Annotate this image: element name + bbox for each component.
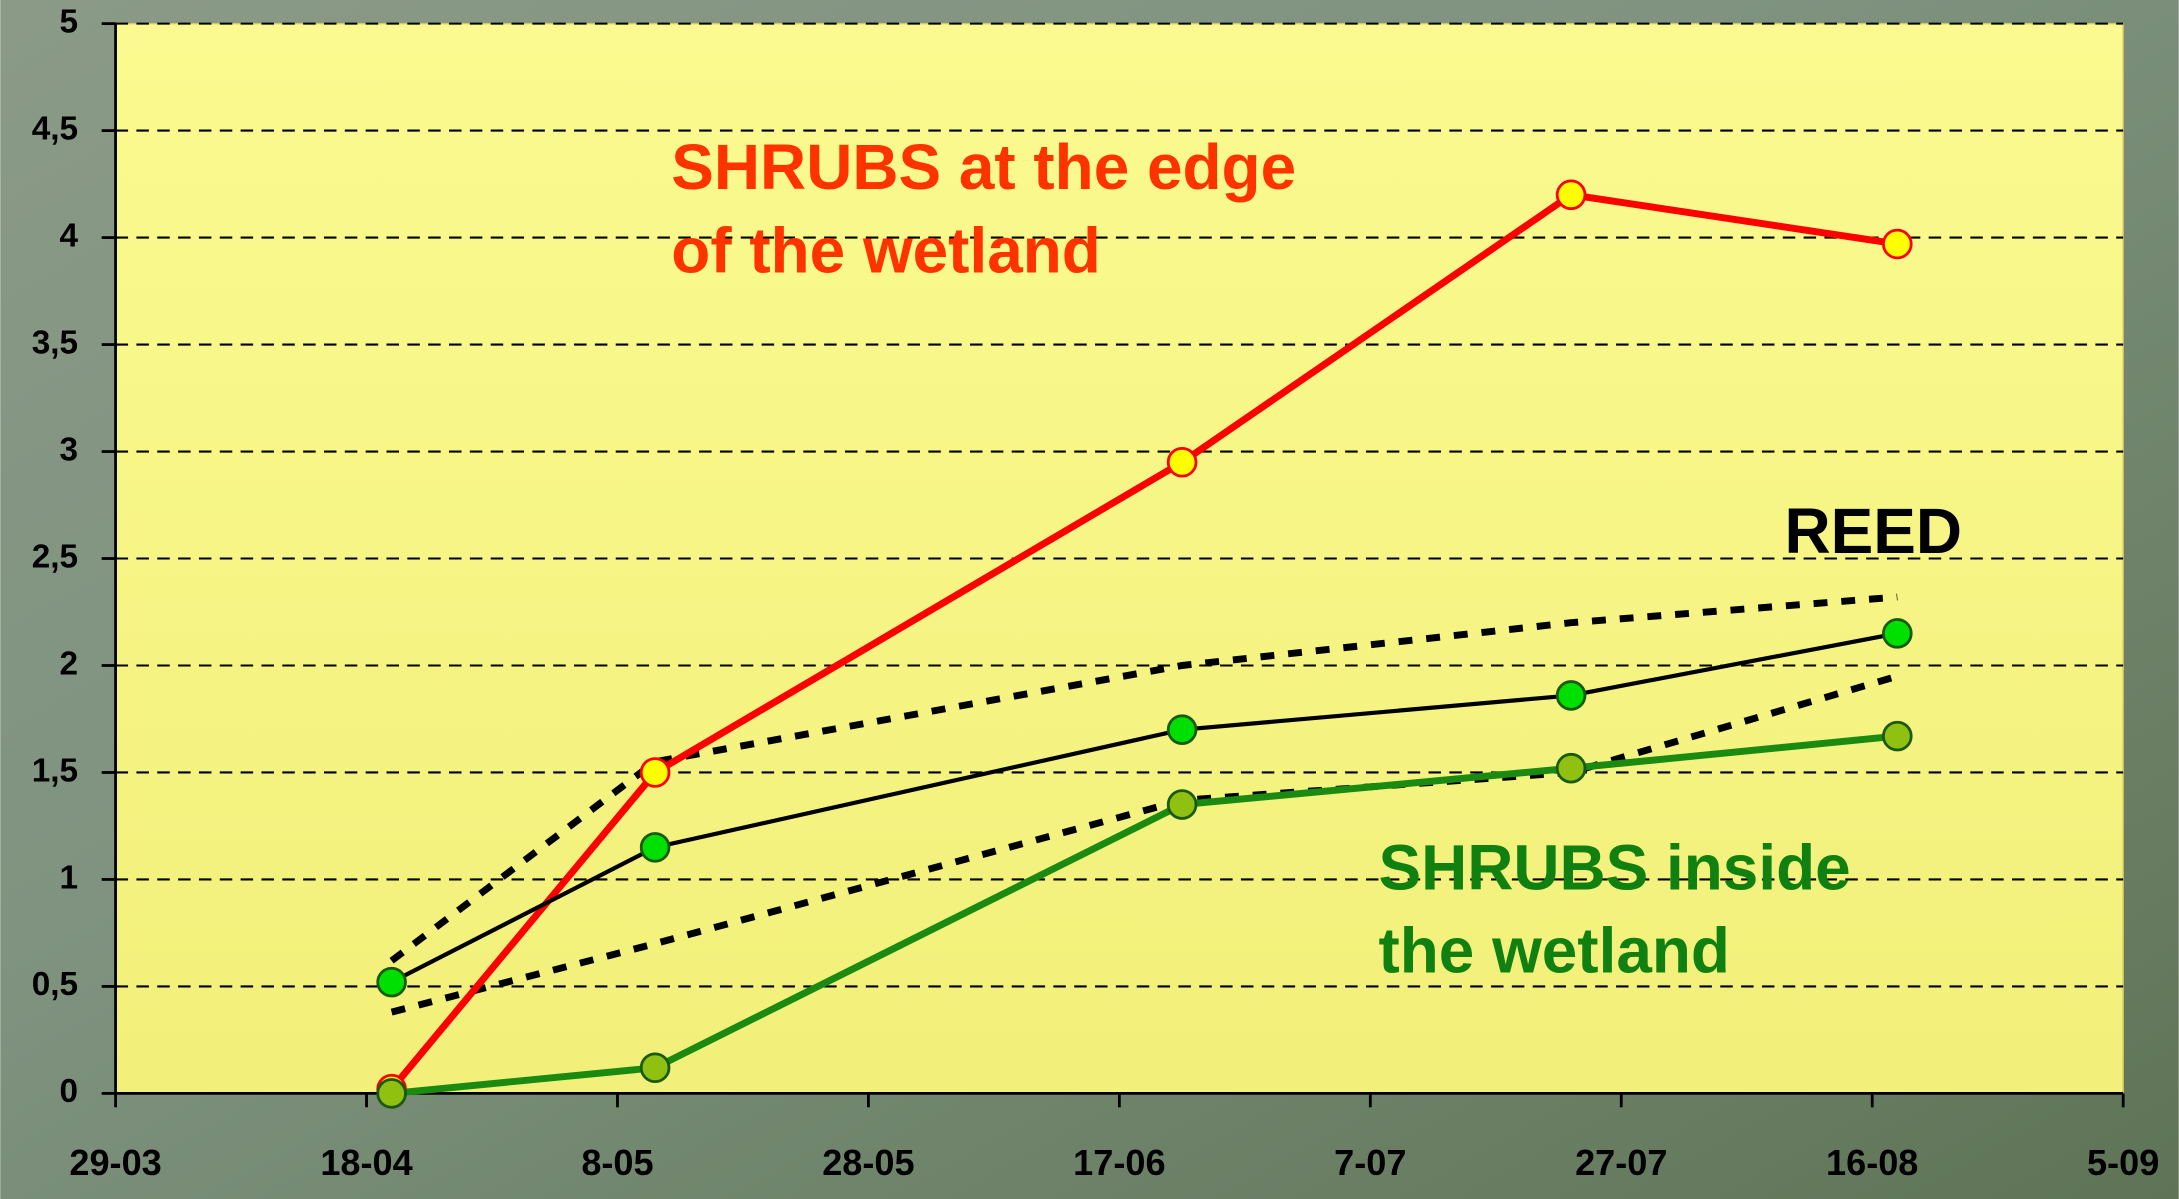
marker xyxy=(1166,789,1198,820)
x-tick-label: 7-07 xyxy=(1334,1142,1406,1183)
marker xyxy=(1166,446,1198,478)
marker xyxy=(639,1052,671,1084)
annotation: SHRUBS inside xyxy=(1378,831,1850,903)
y-tick-label: 0 xyxy=(60,1073,79,1110)
y-tick-label: 1 xyxy=(60,859,79,896)
x-tick-label: 28-05 xyxy=(822,1142,914,1183)
marker xyxy=(1882,720,1913,752)
marker xyxy=(639,757,671,788)
y-tick-label: 2 xyxy=(60,645,79,682)
marker xyxy=(1555,752,1587,784)
marker xyxy=(376,1078,407,1109)
marker xyxy=(1555,179,1587,211)
annotation: of the wetland xyxy=(671,215,1100,287)
marker xyxy=(376,966,407,998)
y-tick-label: 4 xyxy=(60,217,79,254)
x-tick-label: 27-07 xyxy=(1575,1142,1667,1183)
y-tick-label: 2,5 xyxy=(32,538,78,575)
y-tick-label: 4,5 xyxy=(32,110,78,147)
marker xyxy=(1882,228,1913,260)
marker xyxy=(1882,618,1913,649)
x-tick-label: 29-03 xyxy=(69,1142,161,1183)
annotation: REED xyxy=(1784,495,1962,567)
marker xyxy=(639,832,671,863)
marker xyxy=(1166,714,1198,745)
marker xyxy=(1555,680,1587,711)
x-tick-label: 17-06 xyxy=(1073,1142,1165,1183)
y-tick-label: 3,5 xyxy=(32,324,78,361)
x-tick-label: 5-09 xyxy=(2087,1142,2159,1183)
y-tick-label: 3 xyxy=(60,431,79,468)
y-tick-label: 0,5 xyxy=(32,966,78,1003)
x-tick-label: 16-08 xyxy=(1826,1142,1918,1183)
y-tick-label: 5 xyxy=(60,3,79,40)
band-line xyxy=(389,593,1898,964)
annotation: SHRUBS at the edge xyxy=(671,131,1296,203)
annotation: the wetland xyxy=(1378,915,1729,987)
x-tick-label: 18-04 xyxy=(320,1142,412,1183)
x-tick-label: 8-05 xyxy=(581,1142,653,1183)
y-tick-label: 1,5 xyxy=(32,752,78,789)
